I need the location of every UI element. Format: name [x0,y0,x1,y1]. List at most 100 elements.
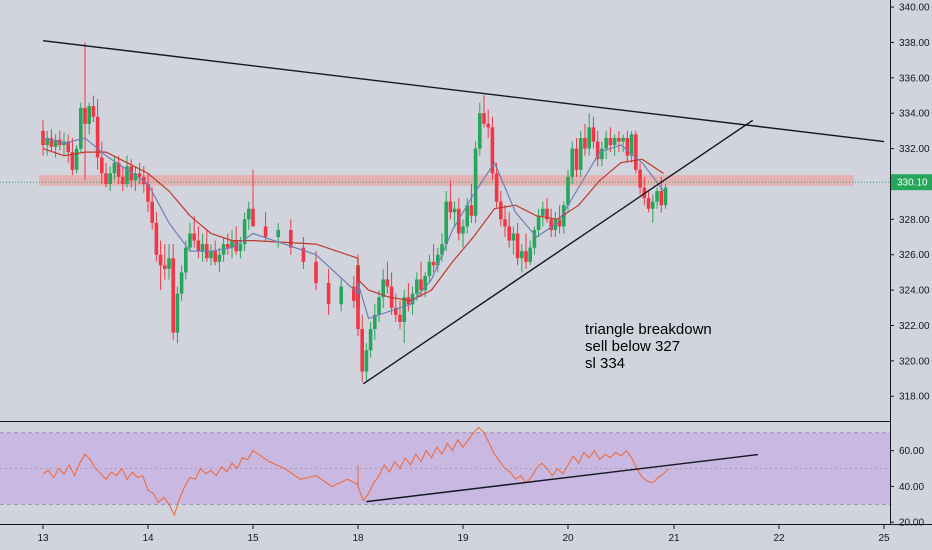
rsi-axis-tick-label: 40.00 [899,482,924,493]
candle-body [545,208,549,220]
price-axis-tick-label: 318.00 [899,392,930,403]
candle-body [494,173,499,202]
candle-body [595,141,600,160]
candle-body [175,293,180,333]
candle-body [158,254,163,266]
annotation-text-2[interactable]: sell below 327 [585,338,680,355]
candle [545,198,549,223]
candle-body [482,113,486,124]
candle [478,102,482,156]
candle-body [79,107,83,149]
candle [385,261,390,294]
candle [108,166,112,192]
candle [591,116,596,149]
candle [570,141,575,184]
candle-body [423,275,427,291]
candle-body [137,173,142,177]
candle [503,205,507,238]
price-axis-tick-label: 322.00 [899,321,930,332]
annotation-text-3[interactable]: sl 334 [585,355,625,372]
candle [651,194,655,223]
candle [217,247,222,273]
candle [104,162,108,188]
candle-body [478,113,482,149]
ma-fast-line [42,137,664,320]
candle [490,116,495,181]
price-axis-tick-label: 324.00 [899,286,930,297]
candle [314,251,318,291]
candle-body [398,314,402,322]
candle [230,229,234,259]
rsi-axis-tick-label: 60.00 [899,446,924,457]
candle [461,219,465,248]
candle-body [461,226,465,234]
candle-body [566,176,570,206]
candle-body [112,162,117,174]
candle-body [125,166,129,184]
candle [377,290,381,322]
candle-body [587,127,591,149]
candle [66,134,70,163]
candle-body [570,148,575,177]
candle [116,155,121,184]
candle-body [150,201,154,223]
candle-body [621,137,625,142]
candle [200,233,205,262]
lower-trendline[interactable] [362,119,754,385]
time-axis-tick-label: 13 [37,533,49,544]
candle [100,141,104,184]
candle-body [410,293,415,305]
candle-body [289,229,293,248]
candle [600,141,604,167]
time-axis[interactable]: 13 14 15 18 19 20 21 22 25 [37,525,890,544]
candle-body [549,219,553,230]
candle [427,254,432,284]
annotation-text-1[interactable]: triangle breakdown [585,321,712,338]
candle [511,226,516,255]
candle-body [95,116,100,158]
rsi-pane[interactable] [0,426,890,517]
candle [499,191,503,227]
candle-body [642,187,647,199]
candle-body [578,137,583,170]
candle-body [436,254,440,266]
candle [289,219,293,255]
candle-body [171,258,175,333]
candle-body [121,176,125,184]
rsi-axis[interactable]: 20.00 40.00 60.00 [890,446,924,529]
candle-body [154,222,159,255]
candle [209,244,213,266]
candle-body [402,297,406,322]
upper-trendline[interactable] [42,39,885,143]
candle-body [251,208,255,227]
price-axis-tick-label: 340.00 [899,3,930,14]
candle-body [524,251,528,262]
candle [112,155,117,181]
candle-body [179,272,184,294]
candle-body [394,307,398,315]
price-axis-tick-label: 334.00 [899,109,930,120]
candle-body [301,247,306,262]
price-axis-tick-label: 326.00 [899,250,930,261]
price-pane[interactable]: triangle breakdown sell below 327 sl 334 [0,39,890,385]
candle [133,166,138,192]
candle-body [440,244,444,255]
candle [95,99,100,170]
resistance-zone [39,175,854,186]
candle-body [634,134,638,170]
candle [74,145,79,174]
candle-body [617,137,621,142]
candle [146,173,150,213]
candle [604,130,608,160]
price-axis-tick-label: 332.00 [899,144,930,155]
rsi-trendline[interactable] [366,453,759,503]
candle-body [600,148,604,160]
candle [171,244,175,340]
candle-body [511,233,516,241]
candle-body [499,201,503,220]
candle [339,279,343,312]
candle [352,275,356,308]
candle-body [381,279,385,298]
